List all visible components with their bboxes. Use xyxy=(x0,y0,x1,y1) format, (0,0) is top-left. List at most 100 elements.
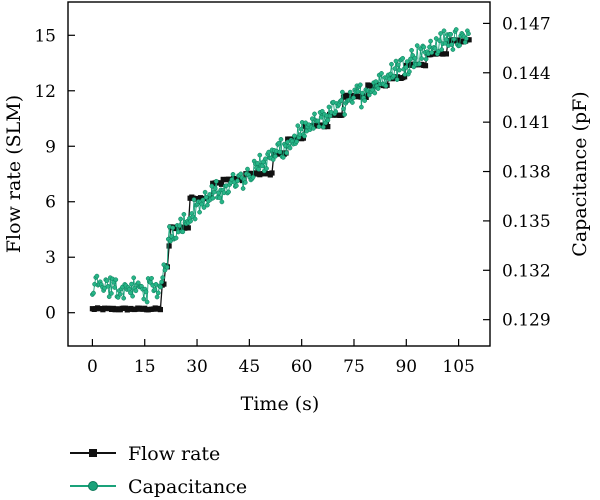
x-tick-label: 15 xyxy=(134,357,156,377)
capacitance-point xyxy=(278,136,284,142)
y2-tick-label: 0.132 xyxy=(502,261,551,281)
flow-rate-point xyxy=(269,170,275,176)
x-tick-label: 75 xyxy=(343,357,365,377)
capacitance-point xyxy=(294,139,299,144)
capacitance-point xyxy=(129,281,134,287)
capacitance-point xyxy=(197,209,202,215)
x-tick-label: 0 xyxy=(87,357,98,377)
capacitance-point xyxy=(128,290,133,296)
capacitance-point xyxy=(115,295,121,300)
capacitance-point xyxy=(260,159,266,165)
capacitance-point xyxy=(312,111,317,117)
x-tick-label: 105 xyxy=(442,357,474,377)
capacitance-point xyxy=(412,55,418,61)
capacitance-point xyxy=(372,90,378,96)
capacitance-point xyxy=(152,287,158,292)
capacitance-point xyxy=(391,73,397,79)
capacitance-point xyxy=(242,180,248,185)
flow-rate-point xyxy=(466,37,472,43)
capacitance-point xyxy=(180,229,186,235)
flow-rate-point xyxy=(363,94,369,100)
capacitance-point xyxy=(360,90,365,96)
flow-rate-point xyxy=(185,225,191,231)
capacitance-point xyxy=(342,112,347,117)
capacitance-point xyxy=(392,66,398,71)
capacitance-point xyxy=(403,65,409,70)
x-tick-label: 45 xyxy=(239,357,261,377)
capacitance-point xyxy=(319,108,325,114)
capacitance-point xyxy=(350,100,355,105)
capacitance-point xyxy=(202,189,208,195)
y-tick-label: 0 xyxy=(45,304,56,324)
capacitance-point xyxy=(121,295,127,301)
capacitance-point xyxy=(347,89,353,95)
legend-item-flow-rate: Flow rate xyxy=(70,443,220,465)
capacitance-point xyxy=(379,71,384,76)
capacitance-point xyxy=(357,82,363,88)
legend-marker-flow-rate xyxy=(89,449,97,457)
y2-tick-label: 0.141 xyxy=(502,113,551,133)
capacitance-point xyxy=(457,43,462,48)
y-axis-ticks: 0 3 6 9 12 15 xyxy=(34,26,75,324)
capacitance-point xyxy=(213,178,219,184)
capacitance-point xyxy=(104,278,110,284)
x-tick-label: 60 xyxy=(291,357,313,377)
capacitance-point xyxy=(432,46,438,51)
legend-label-capacitance: Capacitance xyxy=(128,476,247,498)
capacitance-point xyxy=(130,293,135,299)
capacitance-point xyxy=(395,62,401,68)
capacitance-point xyxy=(404,59,410,64)
capacitance-point xyxy=(428,38,433,44)
capacitance-point xyxy=(400,55,406,61)
y-tick-label: 3 xyxy=(45,248,56,268)
capacitance-point xyxy=(292,133,297,139)
capacitance-point xyxy=(219,199,225,205)
capacitance-point xyxy=(338,97,344,103)
capacitance-point xyxy=(141,296,147,302)
capacitance-point xyxy=(209,183,215,189)
capacitance-point xyxy=(423,56,429,62)
capacitance-point xyxy=(383,83,389,89)
capacitance-point xyxy=(191,197,197,202)
capacitance-point xyxy=(351,95,356,101)
capacitance-point xyxy=(266,149,272,155)
capacitance-point xyxy=(143,289,149,295)
capacitance-point xyxy=(181,211,187,217)
capacitance-point xyxy=(178,216,183,222)
capacitance-point xyxy=(257,152,263,158)
capacitance-point xyxy=(149,275,154,281)
capacitance-point xyxy=(373,79,379,84)
capacitance-point xyxy=(298,126,304,132)
capacitance-point xyxy=(414,43,420,48)
capacitance-point xyxy=(437,38,442,44)
capacitance-point xyxy=(284,150,289,156)
capacitance-point xyxy=(200,197,206,203)
capacitance-point xyxy=(273,153,278,159)
capacitance-point xyxy=(259,163,265,169)
y-tick-label: 12 xyxy=(34,82,56,102)
capacitance-point xyxy=(466,31,471,37)
y2-tick-label: 0.138 xyxy=(502,163,551,183)
y-tick-label: 6 xyxy=(45,193,56,213)
capacitance-point xyxy=(192,216,198,222)
flow-rate-point xyxy=(422,63,429,69)
capacitance-point xyxy=(396,67,402,73)
flow-rate-point xyxy=(325,124,331,130)
y2-tick-label: 0.129 xyxy=(502,311,551,331)
y2-tick-label: 0.135 xyxy=(502,212,551,232)
y2-axis-title: Capacitance (pF) xyxy=(569,91,591,256)
capacitance-point xyxy=(287,145,293,151)
capacitance-point xyxy=(388,71,393,77)
capacitance-point xyxy=(210,195,216,201)
x-tick-label: 90 xyxy=(395,357,417,377)
capacitance-point xyxy=(341,106,346,112)
capacitance-point xyxy=(173,235,179,241)
capacitance-point xyxy=(429,50,435,55)
capacitance-point xyxy=(463,36,469,41)
y-axis-title: Flow rate (SLM) xyxy=(3,95,25,253)
capacitance-point xyxy=(326,104,332,110)
capacitance-point xyxy=(449,42,455,47)
capacitance-point xyxy=(230,171,236,177)
y2-axis-ticks: 0.129 0.132 0.135 0.138 0.141 0.144 0.147 xyxy=(483,14,551,331)
plot-frame xyxy=(67,1,491,347)
